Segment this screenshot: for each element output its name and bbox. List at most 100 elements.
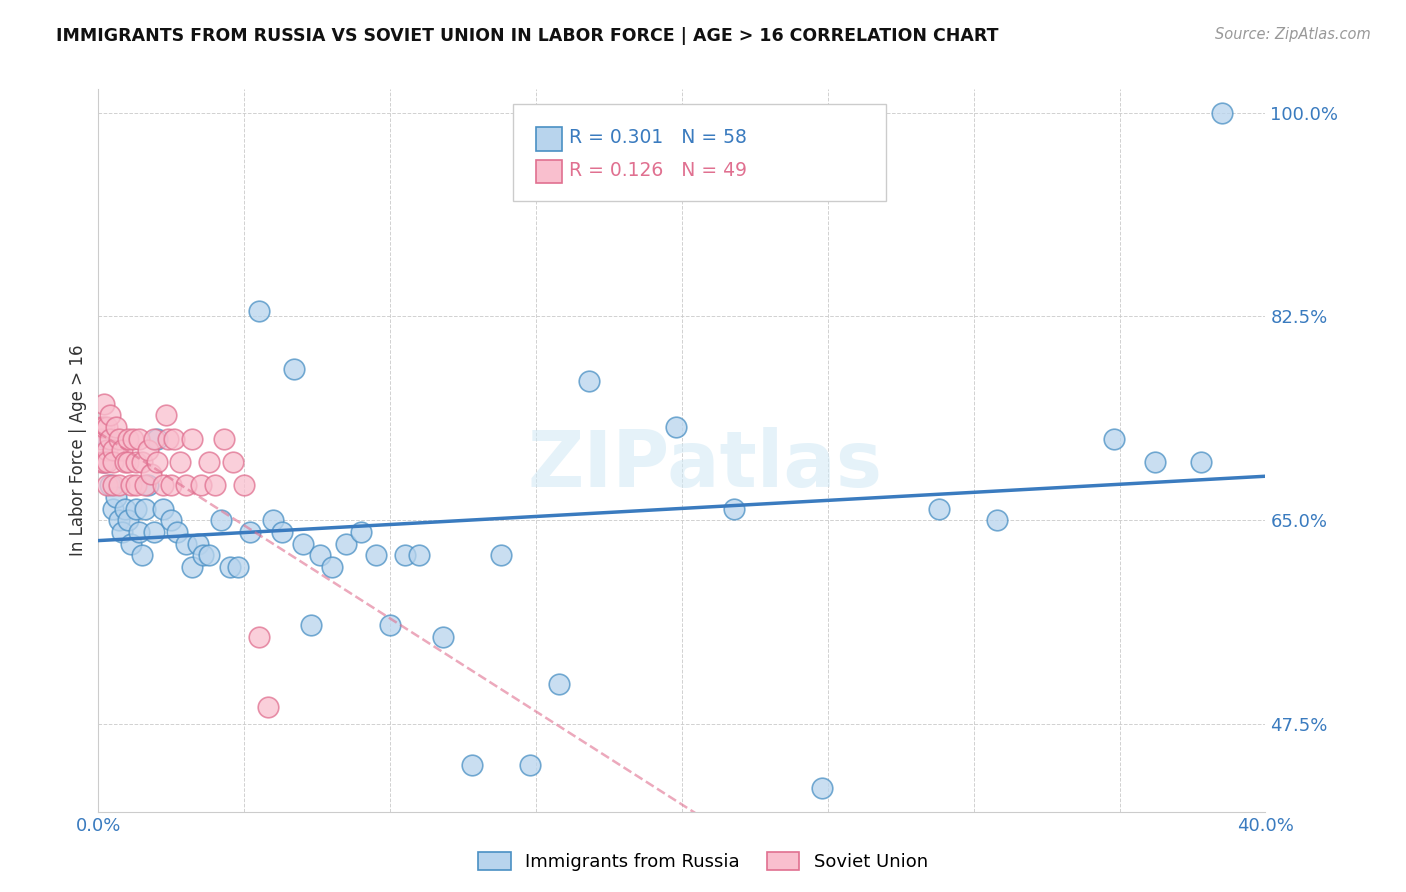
Point [93, 397, 115, 411]
Point [96, 432, 118, 446]
Point [108, 478, 131, 492]
Point [120, 537, 142, 551]
Point [228, 560, 250, 574]
Point [723, 501, 745, 516]
Point [180, 432, 202, 446]
Point [247, 303, 270, 318]
Point [142, 432, 165, 446]
Point [291, 537, 314, 551]
Point [169, 455, 191, 469]
Point [96, 443, 118, 458]
Point [131, 455, 153, 469]
Point [1143, 455, 1166, 469]
FancyBboxPatch shape [513, 103, 886, 202]
Point [111, 524, 134, 539]
Point [166, 524, 188, 539]
Point [134, 501, 156, 516]
Point [811, 781, 834, 796]
Point [198, 549, 221, 563]
Point [432, 630, 454, 644]
Point [117, 455, 139, 469]
Point [271, 524, 294, 539]
Point [198, 455, 221, 469]
Point [174, 478, 197, 492]
Point [101, 501, 124, 516]
Point [461, 758, 484, 772]
Point [928, 501, 950, 516]
Point [157, 432, 180, 446]
Point [93, 420, 115, 434]
Point [117, 513, 139, 527]
Point [193, 549, 215, 563]
Point [160, 513, 183, 527]
Point [1102, 432, 1125, 446]
Point [108, 432, 131, 446]
Point [152, 478, 174, 492]
Point [665, 420, 688, 434]
Point [93, 455, 115, 469]
Text: R = 0.126   N = 49: R = 0.126 N = 49 [568, 161, 747, 180]
Point [209, 513, 232, 527]
Text: Source: ZipAtlas.com: Source: ZipAtlas.com [1215, 27, 1371, 42]
Point [134, 478, 156, 492]
Point [212, 432, 235, 446]
Point [247, 630, 270, 644]
Point [1189, 455, 1212, 469]
Point [283, 362, 305, 376]
Point [519, 758, 541, 772]
Point [90, 455, 112, 469]
Point [108, 513, 131, 527]
Point [489, 549, 512, 563]
Point [96, 478, 118, 492]
Point [1211, 105, 1233, 120]
Point [128, 432, 150, 446]
Point [146, 455, 169, 469]
Point [98, 478, 121, 492]
Point [96, 420, 118, 434]
Point [131, 549, 153, 563]
Point [187, 537, 209, 551]
Point [136, 478, 159, 492]
Point [122, 432, 145, 446]
Point [578, 374, 600, 388]
Point [101, 455, 124, 469]
Point [155, 409, 177, 423]
Point [125, 455, 148, 469]
Point [239, 524, 262, 539]
Point [98, 409, 121, 423]
Point [364, 549, 387, 563]
Point [350, 524, 373, 539]
Point [262, 513, 284, 527]
Point [380, 618, 402, 632]
Point [139, 467, 162, 481]
Point [335, 537, 357, 551]
Point [548, 676, 571, 690]
Point [93, 455, 115, 469]
FancyBboxPatch shape [536, 128, 562, 151]
Point [408, 549, 430, 563]
Point [986, 513, 1008, 527]
Point [221, 455, 243, 469]
Point [101, 443, 124, 458]
Point [90, 432, 112, 446]
Legend: Immigrants from Russia, Soviet Union: Immigrants from Russia, Soviet Union [471, 845, 935, 879]
Point [160, 478, 183, 492]
Point [114, 501, 136, 516]
Point [125, 501, 148, 516]
Point [394, 549, 416, 563]
Point [218, 560, 240, 574]
Point [120, 478, 142, 492]
Point [146, 432, 169, 446]
Point [190, 478, 212, 492]
Point [111, 443, 134, 458]
Point [163, 432, 186, 446]
Text: R = 0.301   N = 58: R = 0.301 N = 58 [568, 128, 747, 147]
Point [174, 537, 197, 551]
Point [104, 420, 127, 434]
Point [299, 618, 322, 632]
Point [117, 432, 139, 446]
Point [90, 420, 112, 434]
Text: ZIPatlas: ZIPatlas [527, 427, 883, 503]
Point [98, 432, 121, 446]
Point [114, 455, 136, 469]
